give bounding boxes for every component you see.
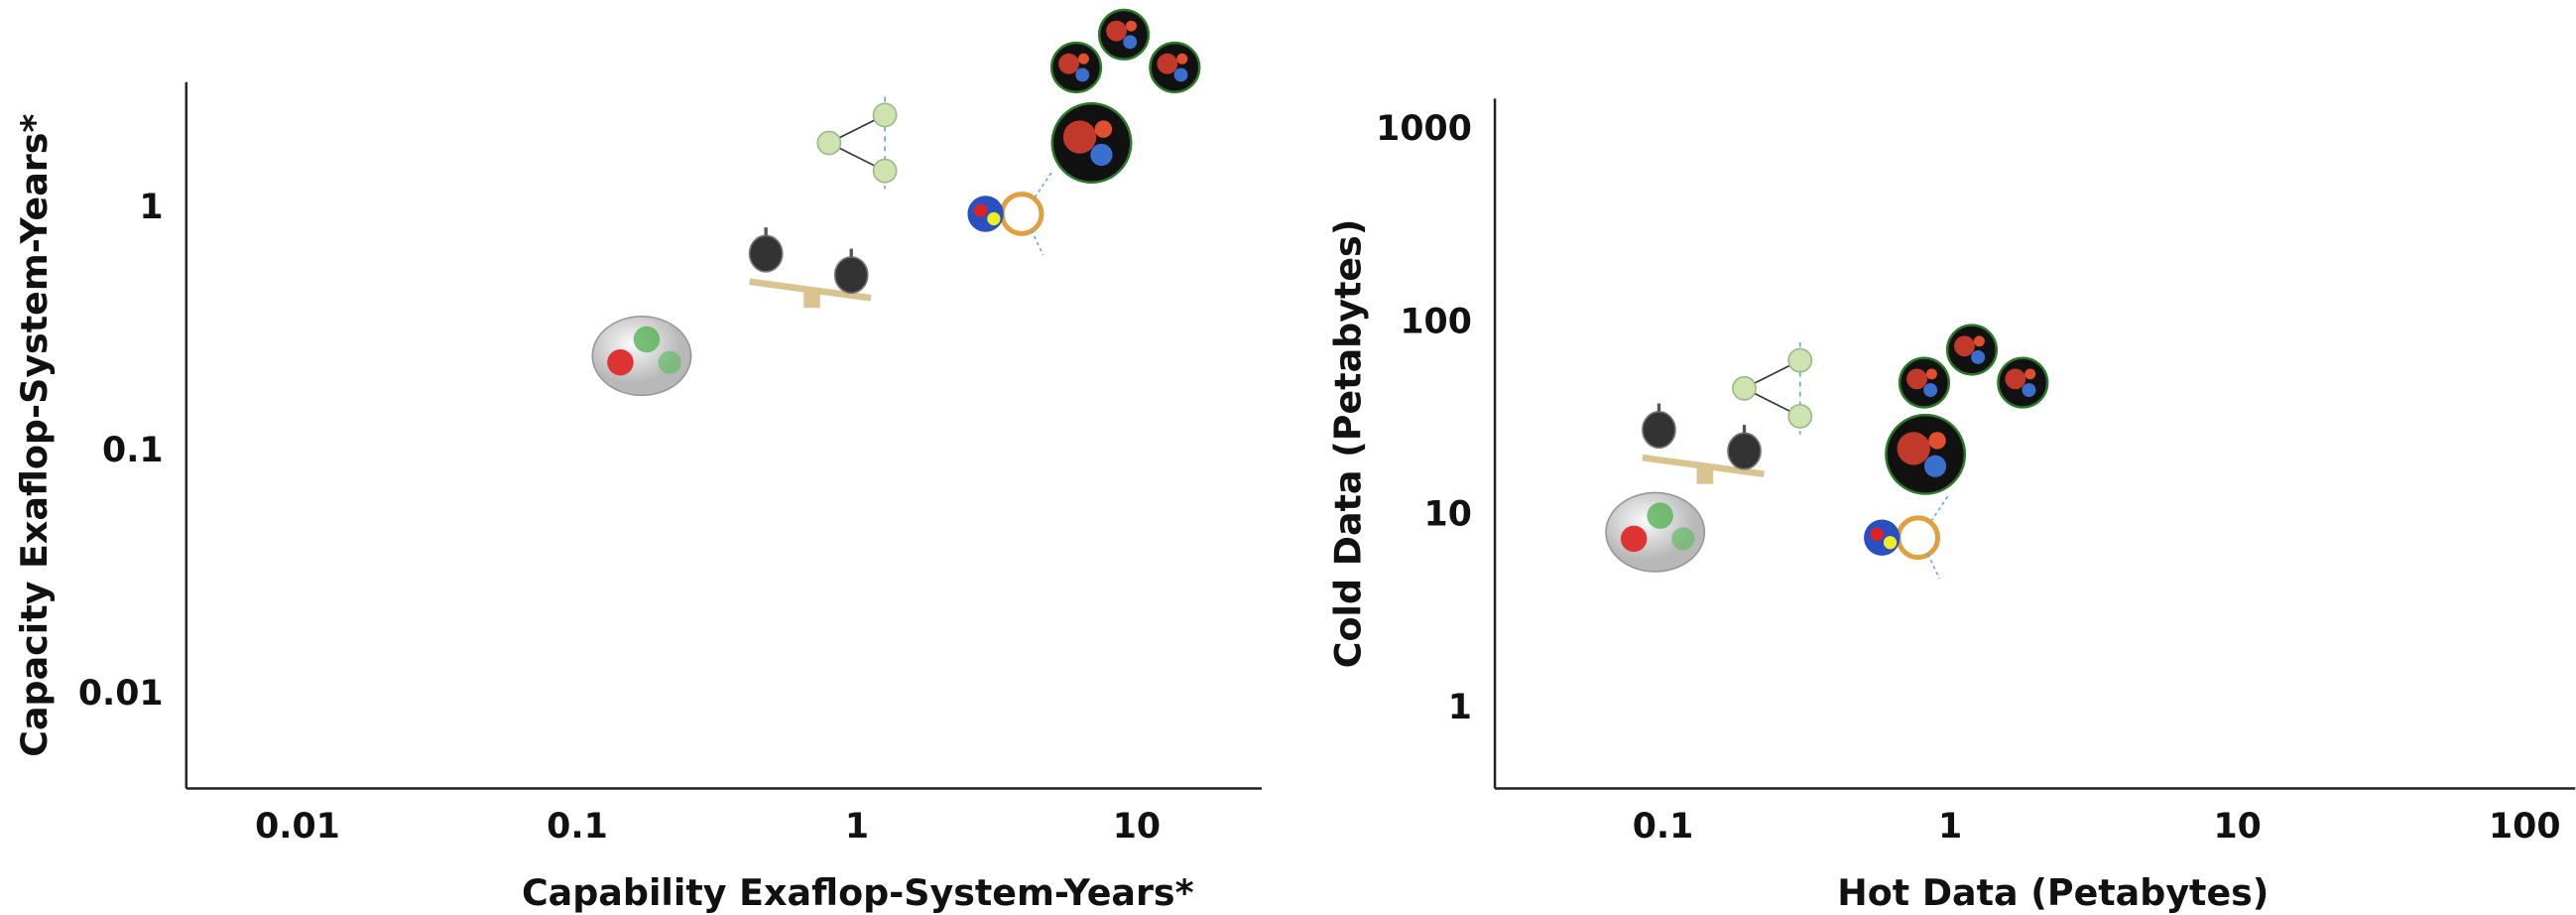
icon-part	[607, 349, 633, 375]
y-tick-label: 1	[139, 188, 163, 227]
y-axis-label: Capacity Exaflop-System-Years*	[13, 114, 56, 757]
icon-part	[1157, 54, 1177, 74]
icon-part	[2024, 368, 2035, 379]
icon-part	[1063, 120, 1096, 153]
icon-part	[1884, 536, 1897, 549]
icon-part	[987, 212, 1000, 225]
icon-part	[1788, 349, 1811, 372]
icon-part	[1954, 335, 1975, 356]
icon-part	[1643, 412, 1675, 448]
icon-part	[1035, 173, 1051, 197]
icon-part	[1697, 467, 1714, 484]
icon-part	[1002, 195, 1042, 234]
icon-part	[1928, 432, 1945, 449]
data-point	[1900, 326, 2047, 408]
icon-part	[1974, 335, 1985, 346]
icon-part	[1106, 21, 1127, 42]
y-tick-label: 0.1	[102, 431, 164, 470]
icon-part	[659, 351, 681, 374]
icon-part	[835, 257, 868, 293]
data-point	[750, 227, 871, 308]
data-point	[1051, 10, 1199, 92]
x-axis-label: Hot Data (Petabytes)	[1837, 871, 2269, 914]
icon-part	[634, 327, 660, 352]
icon-part	[817, 131, 840, 154]
y-tick-label: 100	[1400, 302, 1472, 341]
icon-part	[1971, 350, 1985, 364]
figure: 0.01 0.1 1 10 0.01 0.1 1 Capability Exaflop-Sys…	[0, 0, 2576, 915]
icon-part	[1095, 120, 1112, 137]
x-tick-label: 0.1	[547, 807, 608, 847]
icon-part	[2005, 368, 2025, 389]
data-point	[1733, 342, 1811, 435]
icon-part	[1924, 456, 1946, 477]
icon-part	[1926, 368, 1937, 379]
icon-part	[1906, 368, 1927, 389]
icon-part	[1728, 433, 1761, 468]
icon-part	[1923, 383, 1937, 397]
icon-part	[1647, 502, 1672, 528]
icon-part	[1123, 35, 1137, 49]
icon-part	[874, 103, 897, 126]
data-point	[592, 317, 690, 395]
y-tick-label: 0.01	[78, 674, 164, 714]
icon-part	[1176, 54, 1187, 65]
icon-part	[1058, 54, 1079, 74]
icon-part	[1671, 527, 1694, 550]
data-point	[1864, 496, 1947, 579]
data-point	[967, 173, 1050, 255]
x-axis-label: Capability Exaflop-System-Years*	[522, 871, 1194, 914]
icon-part	[1899, 518, 1938, 558]
icon-part	[750, 235, 783, 271]
x-tick-label: 10	[2213, 807, 2261, 847]
y-tick-label: 1	[1448, 688, 1472, 727]
page: {"chart_data": [ {"type": "scatter", "xs…	[0, 0, 2576, 915]
x-tick-label: 0.1	[1633, 807, 1694, 847]
data-point	[1052, 103, 1131, 182]
y-tick-label: 10	[1424, 495, 1472, 535]
icon-part	[1928, 554, 1940, 579]
icon-part	[1090, 144, 1112, 166]
icon-part	[1733, 377, 1756, 400]
x-tick-label: 100	[2489, 807, 2561, 847]
icon-part	[1621, 526, 1647, 552]
data-point	[817, 97, 896, 190]
x-tick-label: 1	[845, 807, 869, 847]
icon-part	[1174, 67, 1188, 81]
icon-part	[1126, 21, 1137, 32]
icon-part	[1931, 496, 1948, 521]
icon-part	[1898, 432, 1930, 464]
icon-part	[2023, 383, 2036, 397]
icon-part	[874, 160, 897, 183]
y-tick-label: 1000	[1376, 109, 1472, 149]
data-point	[1606, 492, 1704, 571]
data-point	[1886, 415, 1964, 493]
x-tick-label: 0.01	[255, 807, 340, 847]
icon-part	[1871, 528, 1884, 541]
x-tick-label: 10	[1113, 807, 1161, 847]
icon-part	[1078, 54, 1089, 65]
y-axis-label: Cold Data (Petabytes)	[1326, 219, 1369, 669]
icon-part	[1788, 405, 1811, 428]
icon-part	[1032, 230, 1043, 255]
icon-part	[1075, 67, 1089, 81]
icon-part	[974, 204, 987, 217]
data-point	[1643, 404, 1764, 484]
x-tick-label: 1	[1938, 807, 1962, 847]
icon-part	[803, 292, 820, 309]
